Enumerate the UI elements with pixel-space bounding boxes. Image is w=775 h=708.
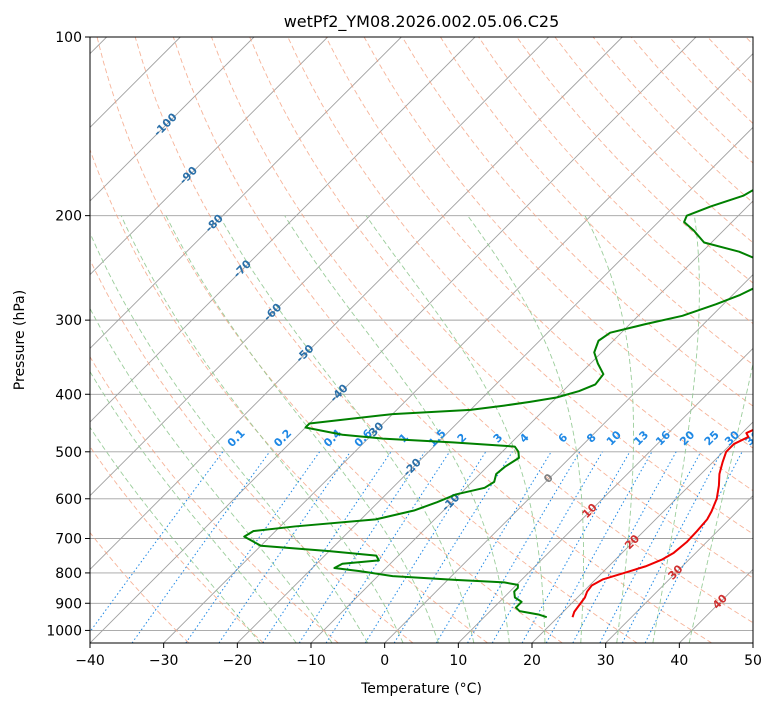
x-axis: −40 −30 −20 −10 0 10 20 30 40 50	[75, 643, 762, 669]
mixing-ratio-line	[325, 451, 450, 643]
dry-adiabat-line	[440, 37, 753, 366]
dewpoint-line	[243, 188, 753, 619]
isotherm-line	[531, 421, 753, 643]
isotherm-line	[90, 37, 255, 202]
isotherms	[90, 37, 753, 643]
x-tick-label: 40	[670, 653, 688, 669]
y-tick-label: 300	[55, 313, 82, 329]
moist-adiabat-line	[90, 426, 261, 643]
moist-adiabat-line	[165, 215, 439, 643]
dry-adiabat-line	[96, 37, 563, 643]
dry-adiabat-line	[401, 37, 753, 407]
mixing-ratio-line	[545, 451, 653, 643]
mixing-ratio-line	[262, 451, 392, 643]
x-axis-title: Temperature (°C)	[360, 681, 482, 697]
x-tick-label: −10	[296, 653, 326, 669]
dry-adiabat-line	[90, 148, 488, 643]
dry-adiabat-line	[90, 258, 414, 643]
moist-adiabat-line	[688, 361, 753, 643]
mixing-ratio-line	[521, 451, 631, 643]
isotherm-line	[90, 37, 549, 497]
dry-adiabat-line	[90, 531, 190, 643]
isotherm-line	[605, 495, 753, 643]
plot-frame	[89, 36, 754, 644]
dry-adiabat-line	[90, 445, 264, 643]
y-tick-label: 700	[55, 532, 82, 548]
moist-adiabat-line	[652, 215, 700, 643]
moist-adiabat-line	[120, 215, 404, 643]
chart-title: wetPf2_YM08.2026.002.05.06.C25	[284, 12, 560, 32]
x-tick-label: 50	[744, 653, 762, 669]
moist-adiabat-line	[284, 215, 510, 643]
mixing-ratio-lines	[90, 451, 743, 643]
x-tick-label: −30	[149, 653, 179, 669]
isotherm-line	[90, 37, 328, 276]
dry-adiabat-line	[325, 37, 753, 492]
y-tick-label: 1000	[46, 623, 82, 639]
isotherm-line	[90, 37, 697, 643]
y-tick-label: 900	[55, 596, 82, 612]
dry-adiabat-line	[172, 37, 712, 643]
mixing-ratio-line	[298, 451, 426, 643]
temperature-line	[571, 428, 753, 618]
y-tick-label: 600	[55, 492, 82, 508]
isotherm-line	[90, 37, 476, 423]
x-tick-label: 10	[449, 653, 467, 669]
dry-adiabat-line	[90, 355, 339, 643]
mixing-ratio-line	[599, 451, 702, 643]
mixing-ratio-line	[364, 451, 487, 643]
x-tick-label: −20	[223, 653, 253, 669]
dry-adiabat-line	[516, 37, 753, 284]
y-axis: 100 200 300 400 500 600 700 800 900 1000	[46, 30, 90, 639]
isotherm-line	[237, 126, 753, 643]
moist-adiabat-line	[365, 215, 546, 643]
mixing-ratio-line	[185, 451, 320, 643]
dry-adiabat-line	[134, 37, 638, 643]
moist-adiabat-line	[90, 370, 297, 643]
mixing-ratio-line	[131, 451, 271, 643]
x-tick-label: 0	[380, 653, 389, 669]
isotherm-line	[458, 347, 753, 643]
x-tick-label: 20	[523, 653, 541, 669]
isotherm-line	[384, 274, 753, 643]
isotherm-line	[163, 53, 753, 643]
profile-series	[243, 188, 753, 619]
y-tick-label: 200	[55, 209, 82, 225]
isotherm-line	[90, 37, 623, 570]
y-tick-label: 800	[55, 566, 82, 582]
mixing-ratio-line	[644, 451, 743, 643]
y-axis-title: Pressure (hPa)	[12, 290, 28, 390]
y-tick-label: 400	[55, 387, 82, 403]
moist-adiabat-line	[584, 215, 635, 643]
y-tick-label: 500	[55, 445, 82, 461]
isotherm-line	[90, 37, 402, 349]
moist-adiabat-line	[90, 231, 369, 643]
mixing-ratio-line	[572, 451, 677, 643]
mixing-ratio-line	[218, 451, 351, 643]
y-tick-label: 100	[55, 30, 82, 46]
dry-adiabat-line	[211, 37, 753, 624]
x-tick-label: −40	[75, 653, 105, 669]
dry-adiabats	[90, 37, 753, 643]
dry-adiabat-line	[249, 37, 753, 579]
mixing-ratio-line	[90, 451, 224, 633]
x-tick-label: 30	[597, 653, 615, 669]
mixing-ratio-line	[435, 451, 552, 643]
pressure-gridlines	[90, 37, 753, 631]
